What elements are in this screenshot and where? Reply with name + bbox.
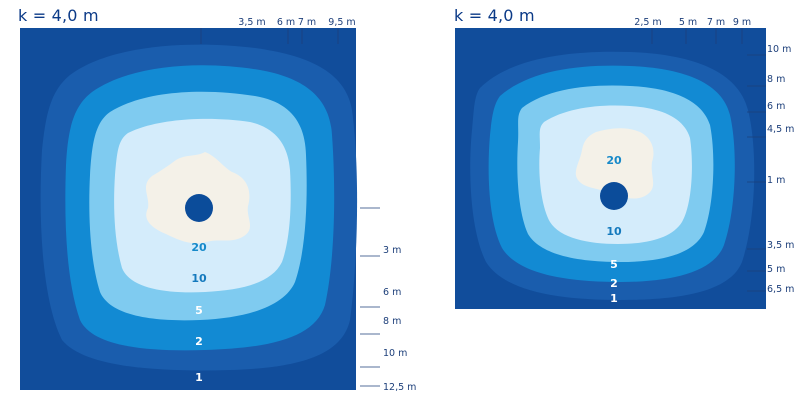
left-right-scale bbox=[360, 207, 380, 387]
left-right-tick-label: 8 m bbox=[383, 316, 401, 327]
right-hole bbox=[600, 182, 628, 210]
right-right-tick-label: 10 m bbox=[767, 44, 791, 55]
right-right-tick-label: 6 m bbox=[767, 101, 785, 112]
left-right-tick-label: 12,5 m bbox=[383, 382, 416, 393]
right-right-tick-label: 5 m bbox=[767, 264, 785, 275]
right-right-tick-label: 1 m bbox=[767, 175, 785, 186]
right-right-tick-label: 4,5 m bbox=[767, 124, 794, 135]
right-top-tick-label: 9 m bbox=[733, 17, 751, 28]
left-hole bbox=[185, 194, 213, 222]
left-top-tick-label: 3,5 m bbox=[238, 17, 265, 28]
left-zone-label-1: 1 bbox=[195, 371, 203, 384]
right-panel-title: k = 4,0 m bbox=[454, 6, 535, 25]
right-top-tick-label: 5 m bbox=[679, 17, 697, 28]
right-top-scale bbox=[651, 28, 743, 44]
left-top-tick-label: 9,5 m bbox=[328, 17, 355, 28]
right-right-tick-label: 6,5 m bbox=[767, 284, 794, 295]
right-panel: 20 10 5 2 1 2,5 m 5 m 7 m 9 m 10 m 8 m 6 bbox=[455, 17, 794, 309]
left-right-tick-label: 3 m bbox=[383, 245, 401, 256]
right-top-tick-label: 2,5 m bbox=[634, 17, 661, 28]
left-zone-label-2: 2 bbox=[195, 335, 203, 348]
right-core bbox=[575, 128, 654, 199]
left-panel-title: k = 4,0 m bbox=[18, 6, 99, 25]
left-top-tick-label: 6 m bbox=[277, 17, 295, 28]
right-zone-label-2: 2 bbox=[610, 277, 618, 290]
right-zone-label-10: 10 bbox=[606, 225, 622, 238]
left-top-tick-label: 7 m bbox=[298, 17, 316, 28]
right-zone-label-20: 20 bbox=[606, 154, 622, 167]
right-right-tick-label: 3,5 m bbox=[767, 240, 794, 251]
left-right-tick-label: 6 m bbox=[383, 287, 401, 298]
right-top-tick-label: 7 m bbox=[707, 17, 725, 28]
right-right-scale bbox=[747, 54, 766, 292]
right-zone-label-5: 5 bbox=[610, 258, 618, 271]
left-zone-label-10: 10 bbox=[191, 272, 207, 285]
left-right-tick-label: 10 m bbox=[383, 348, 407, 359]
left-zone-label-20: 20 bbox=[191, 241, 207, 254]
left-panel: 20 10 5 2 1 3,5 m 6 m 7 m 9,5 m 3 m 6 m … bbox=[20, 17, 416, 393]
right-zone-label-1: 1 bbox=[610, 292, 618, 305]
right-right-tick-label: 8 m bbox=[767, 74, 785, 85]
left-zone-label-5: 5 bbox=[195, 304, 203, 317]
left-top-scale bbox=[200, 28, 339, 44]
